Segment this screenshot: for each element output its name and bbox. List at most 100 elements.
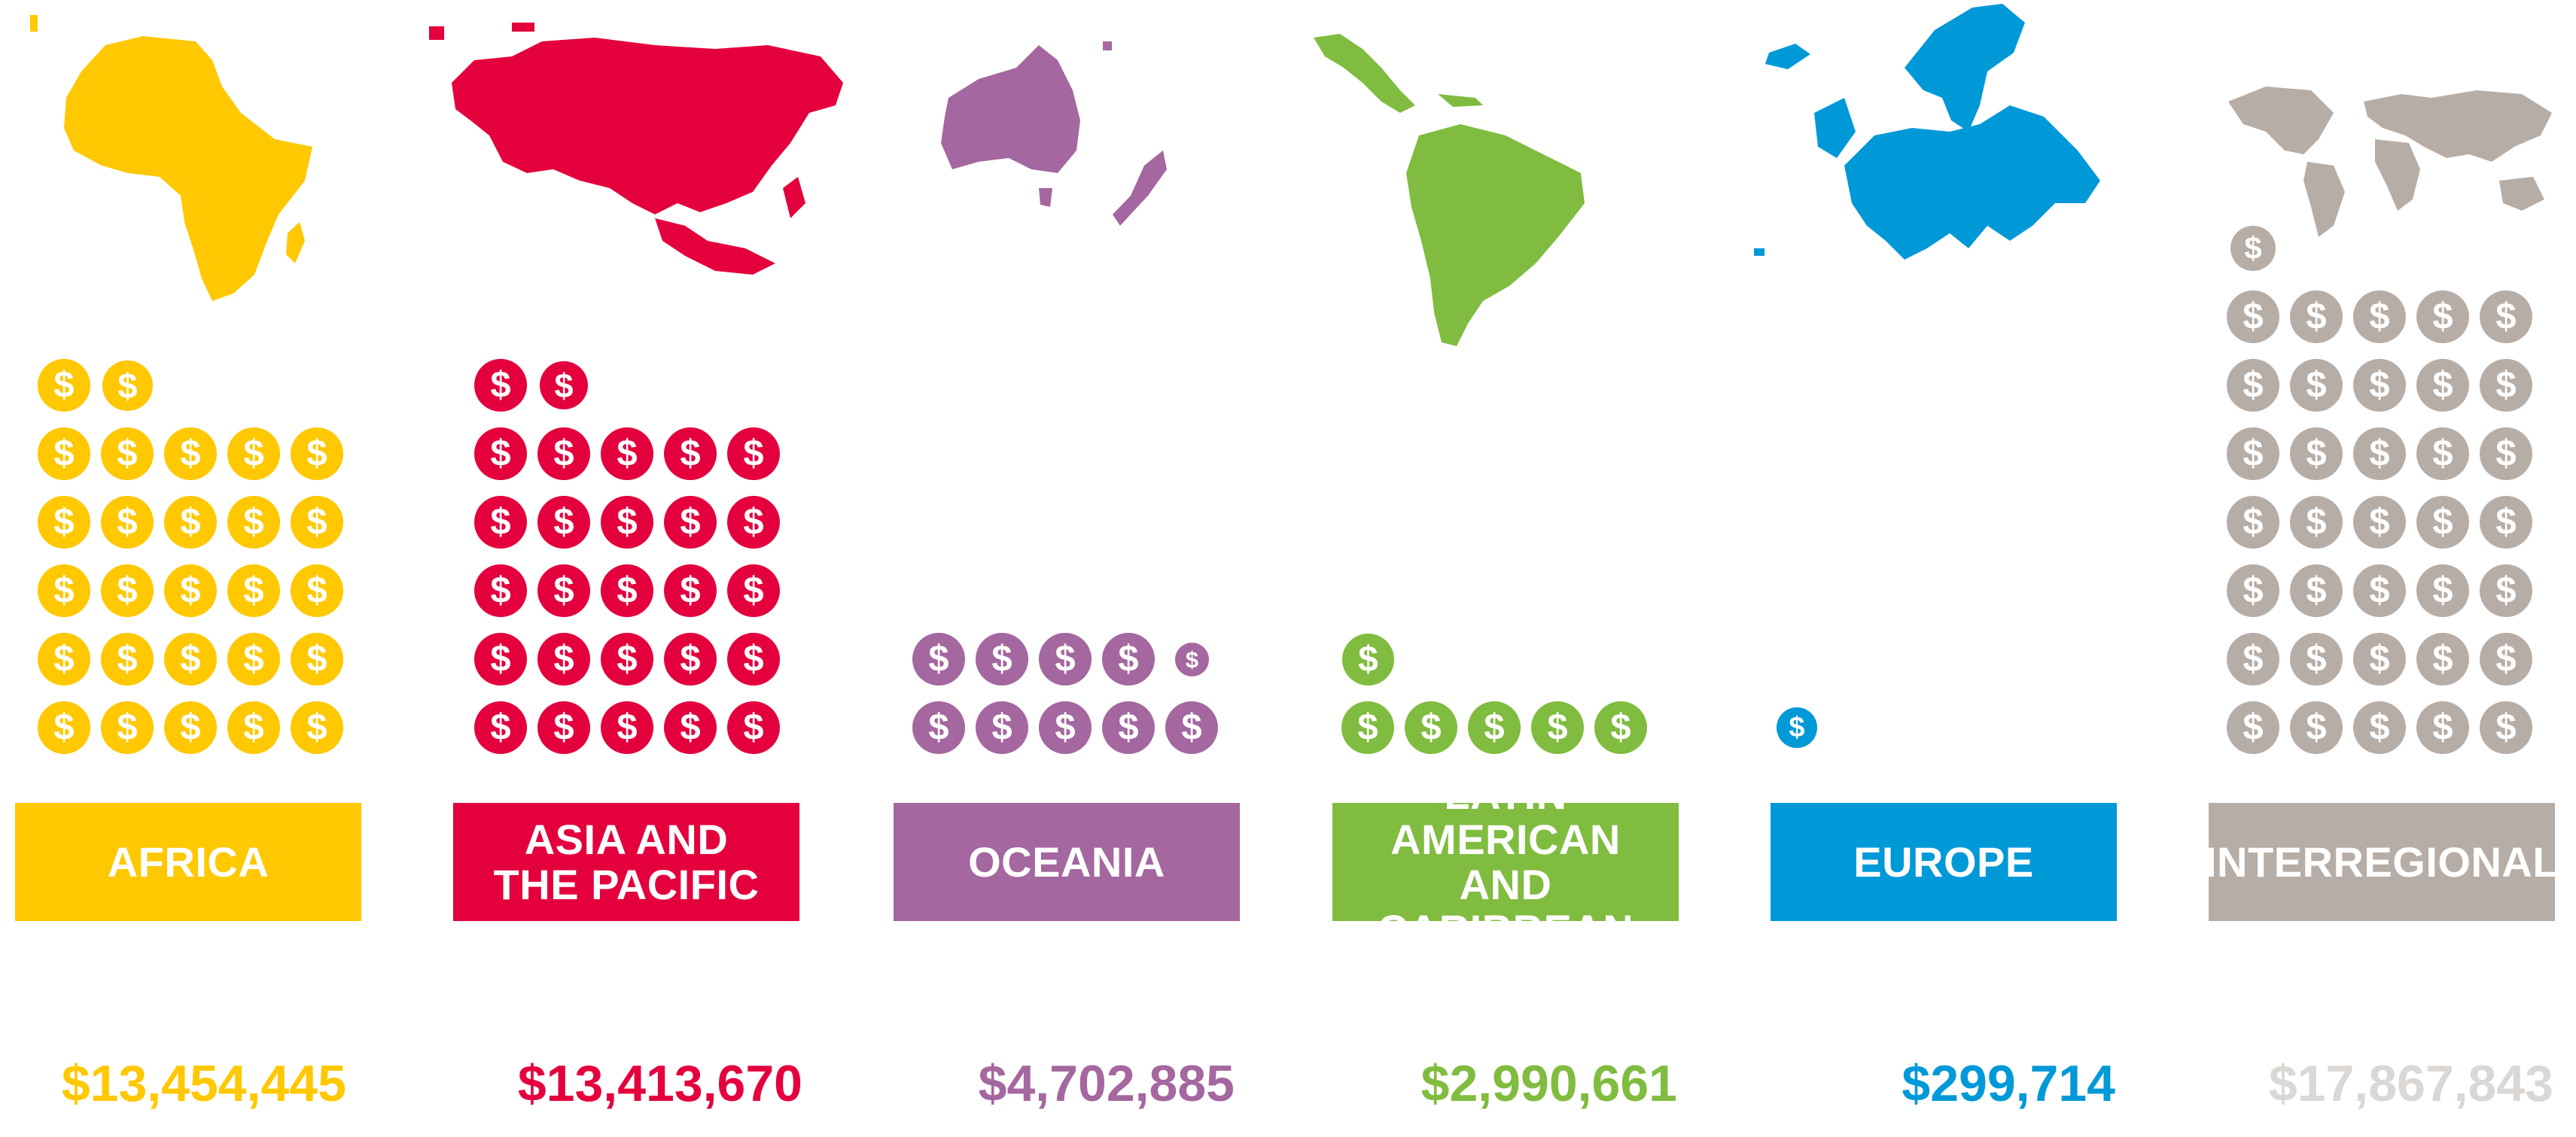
dollar-coin-icon: $ — [2416, 564, 2469, 617]
dollar-coin-icon: $ — [1102, 633, 1155, 686]
dollar-coin-icon: $ — [227, 633, 280, 686]
asia-shape — [452, 38, 843, 214]
dollar-coin-icon: $ — [38, 427, 90, 480]
region-label-box: LATIN AMERICAN AND CARIBBEAN — [1332, 771, 1679, 952]
dollar-coin-icon: $ — [1039, 633, 1092, 686]
dollar-coin-icon: $ — [291, 496, 343, 549]
dollar-coin-icon: $ — [2353, 427, 2406, 480]
dollar-coin-icon: $ — [664, 633, 717, 686]
region-amount: $2,990,661 — [1420, 1055, 1677, 1112]
africa-shape — [64, 36, 312, 301]
dollar-coin-icon: $ — [101, 496, 154, 549]
dollar-coin-icon: $ — [601, 701, 653, 754]
dollar-coin-icon: $ — [38, 496, 90, 549]
dollar-coin-icon: $ — [2416, 496, 2469, 549]
dollar-coin-icon: $ — [2480, 633, 2532, 686]
dollar-coin-icon: $ — [291, 427, 343, 480]
dollar-coin-icon: $ — [2290, 290, 2343, 343]
dollar-coin-icon: $ — [540, 361, 588, 409]
region-amount: $299,714 — [1902, 1055, 2115, 1112]
dollar-coin-icon: $ — [2290, 564, 2343, 617]
dollar-coin-icon: $ — [164, 633, 217, 686]
dollar-coin-icon: $ — [38, 633, 90, 686]
dollar-coin-icon: $ — [601, 427, 653, 480]
dollar-coin-icon: $ — [1341, 701, 1394, 754]
dollar-coin-icon: $ — [2290, 427, 2343, 480]
central-america-shape — [1314, 34, 1415, 113]
scandinavia-shape — [1905, 4, 2025, 132]
dollar-coin-icon: $ — [474, 496, 527, 549]
region-label: ASIA AND THE PACIFIC — [493, 815, 760, 908]
region-label: OCEANIA — [968, 838, 1165, 886]
region-label: LATIN AMERICAN AND CARIBBEAN — [1377, 770, 1634, 953]
dollar-coin-icon: $ — [2230, 226, 2276, 271]
dollar-coin-icon: $ — [2290, 359, 2343, 412]
dollar-coin-icon: $ — [101, 564, 154, 617]
dollar-coin-icon: $ — [474, 427, 527, 480]
dollar-coin-icon: $ — [664, 701, 717, 754]
dollar-coin-icon: $ — [291, 633, 343, 686]
dollar-coin-icon: $ — [38, 564, 90, 617]
dollar-coin-icon: $ — [164, 496, 217, 549]
dollar-coin-icon: $ — [2227, 564, 2279, 617]
dollar-coin-icon: $ — [727, 496, 780, 549]
dollar-coin-icon: $ — [2416, 701, 2469, 754]
dollar-coin-icon: $ — [601, 496, 653, 549]
dollar-coin-icon: $ — [474, 701, 527, 754]
dollar-coin-icon: $ — [2227, 496, 2279, 549]
dollar-coin-icon: $ — [912, 701, 965, 754]
dollar-coin-icon: $ — [2353, 633, 2406, 686]
region-label-box: ASIA AND THE PACIFIC — [453, 803, 799, 921]
dollar-coin-icon: $ — [727, 701, 780, 754]
dollar-coin-icon: $ — [537, 427, 590, 480]
dollar-coin-icon: $ — [227, 427, 280, 480]
dollar-coin-icon: $ — [2227, 633, 2279, 686]
dollar-coin-icon: $ — [976, 701, 1028, 754]
dollar-coin-icon: $ — [227, 701, 280, 754]
dollar-coin-icon: $ — [537, 701, 590, 754]
dollar-coin-icon: $ — [537, 496, 590, 549]
south-america-shape — [1406, 124, 1585, 346]
dollar-coin-icon: $ — [102, 360, 153, 411]
dollar-coin-icon: $ — [1405, 701, 1457, 754]
dollar-coin-icon: $ — [976, 633, 1028, 686]
dollar-coin-icon: $ — [537, 564, 590, 617]
region-label-box: EUROPE — [1771, 803, 2117, 921]
dollar-coin-icon: $ — [2480, 564, 2532, 617]
region-amount: $4,702,885 — [978, 1055, 1235, 1112]
dollar-coin-icon: $ — [2480, 290, 2532, 343]
region-amount: $13,413,670 — [517, 1055, 802, 1112]
region-label-box: OCEANIA — [894, 803, 1240, 921]
dollar-coin-icon: $ — [727, 633, 780, 686]
oceania-map-icon — [941, 41, 1167, 226]
dollar-coin-icon: $ — [601, 564, 653, 617]
dollar-coin-icon: $ — [2480, 701, 2532, 754]
dollar-coin-icon: $ — [2416, 359, 2469, 412]
dollar-coin-icon: $ — [474, 564, 527, 617]
dollar-coin-icon: $ — [2227, 701, 2279, 754]
dollar-coin-icon: $ — [2353, 359, 2406, 412]
dollar-coin-icon: $ — [2353, 701, 2406, 754]
region-label: AFRICA — [107, 838, 269, 886]
dollar-coin-icon: $ — [2227, 290, 2279, 343]
region-amount: $17,867,843 — [2268, 1055, 2553, 1112]
region-label-box: INTERREGIONAL — [2205, 803, 2559, 921]
dollar-coin-icon: $ — [1342, 634, 1394, 686]
dollar-coin-icon: $ — [291, 564, 343, 617]
dollar-coin-icon: $ — [1468, 701, 1521, 754]
dollar-coin-icon: $ — [2416, 290, 2469, 343]
dollar-coin-icon: $ — [2416, 633, 2469, 686]
dollar-coin-icon: $ — [2290, 496, 2343, 549]
dollar-coin-icon: $ — [2290, 701, 2343, 754]
dollar-coin-icon: $ — [38, 701, 90, 754]
dollar-coin-icon: $ — [2480, 496, 2532, 549]
dollar-coin-icon: $ — [1594, 701, 1647, 754]
dollar-coin-icon: $ — [2480, 427, 2532, 480]
africa-map-icon — [30, 15, 312, 301]
dollar-coin-icon: $ — [664, 496, 717, 549]
region-label: EUROPE — [1853, 838, 2034, 886]
dollar-coin-icon: $ — [1102, 701, 1155, 754]
dollar-coin-icon: $ — [474, 633, 527, 686]
dollar-coin-icon: $ — [664, 427, 717, 480]
